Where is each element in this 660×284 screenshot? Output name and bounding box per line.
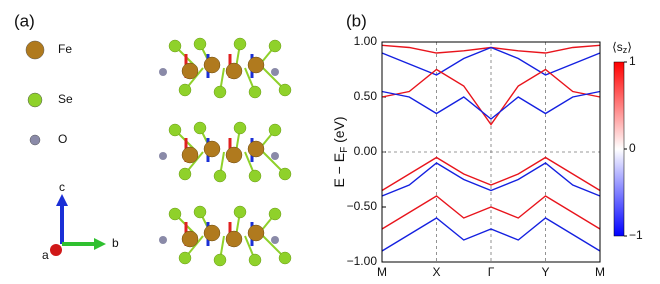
x-tick-label: Γ [488, 265, 495, 279]
colorbar-tick-label: 0 [629, 141, 636, 155]
atom-legend-swatch [27, 92, 43, 108]
band-line [381, 46, 601, 76]
axis-label: c [59, 180, 65, 194]
layer [159, 205, 292, 267]
colorbar [613, 61, 625, 237]
panel-label: (b) [346, 11, 367, 30]
layer [159, 37, 292, 99]
band-line [381, 195, 601, 230]
axis-label: a [42, 248, 49, 262]
y-tick-label: 0.00 [354, 144, 378, 158]
x-tick-label: Y [541, 265, 549, 279]
atom-legend-label: Se [58, 92, 73, 106]
structure-panel: Fe Se Oc b a [25, 37, 292, 267]
band-line [381, 90, 601, 120]
band-line [381, 217, 601, 252]
y-axis-label: E − EF (eV) [331, 116, 350, 187]
y-tick-label: −1.00 [347, 254, 378, 268]
atom-legend-label: Fe [58, 42, 72, 56]
band-line [381, 162, 601, 197]
axis-label: b [112, 236, 119, 250]
band-line [381, 156, 601, 192]
colorbar-tick-label: 1 [629, 54, 636, 68]
chart: −1.00 −0.50 0.00 0.50 1.00 M X Γ Y M 1 0 −1 [347, 34, 643, 279]
panel-label: (a) [14, 11, 35, 30]
axis-arrowhead [56, 194, 68, 206]
layer [159, 121, 292, 183]
x-tick-label: X [432, 265, 440, 279]
y-tick-label: 0.50 [354, 89, 378, 103]
axis-ball [50, 244, 62, 256]
x-tick-label: M [595, 265, 605, 279]
atom-legend-swatch [29, 134, 41, 146]
y-tick-label: −0.50 [347, 199, 378, 213]
plot-frame [381, 41, 601, 263]
band-line [381, 68, 601, 126]
atom-legend-swatch [25, 40, 45, 60]
x-tick-label: M [377, 265, 387, 279]
colorbar-label: ⟨sz⟩ [612, 40, 632, 55]
y-tick-label: 1.00 [354, 34, 378, 48]
axis-arrowhead [94, 238, 106, 250]
atom-legend-label: O [58, 132, 67, 146]
colorbar-tick-label: −1 [629, 228, 643, 242]
